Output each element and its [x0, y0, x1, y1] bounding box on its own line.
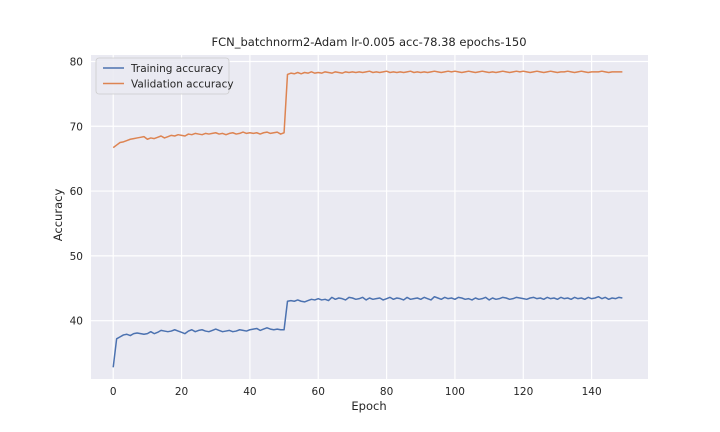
y-tick-label: 80 [70, 56, 83, 68]
y-axis-label: Accuracy [51, 189, 65, 242]
y-axis-ticks: 40 50 60 70 80 [70, 56, 83, 327]
legend-box [95, 57, 230, 95]
x-tick-label: 60 [312, 386, 325, 398]
x-tick-label: 0 [110, 386, 117, 398]
legend: Training accuracy Validation accuracy [95, 57, 234, 95]
x-tick-label: 100 [445, 386, 465, 398]
series-line-training [112, 295, 623, 368]
series-lines [112, 70, 623, 368]
x-tick-label: 120 [513, 386, 533, 398]
plot-area [91, 55, 648, 379]
chart-title: FCN_batchnorm2-Adam lr-0.005 acc-78.38 e… [211, 35, 526, 49]
x-tick-label: 40 [243, 386, 256, 398]
y-tick-label: 50 [70, 251, 83, 263]
legend-label: Training accuracy [130, 63, 223, 75]
x-tick-label: 140 [582, 386, 602, 398]
y-tick-label: 40 [70, 316, 83, 328]
y-tick-label: 70 [70, 121, 83, 133]
y-tick-label: 60 [70, 186, 83, 198]
x-axis-ticks: 0 20 40 60 80 100 120 140 [110, 386, 602, 398]
legend-label: Validation accuracy [131, 79, 234, 91]
x-tick-label: 80 [380, 386, 393, 398]
series-line-validation [112, 70, 623, 149]
x-tick-label: 20 [175, 386, 188, 398]
x-axis-label: Epoch [351, 399, 386, 413]
